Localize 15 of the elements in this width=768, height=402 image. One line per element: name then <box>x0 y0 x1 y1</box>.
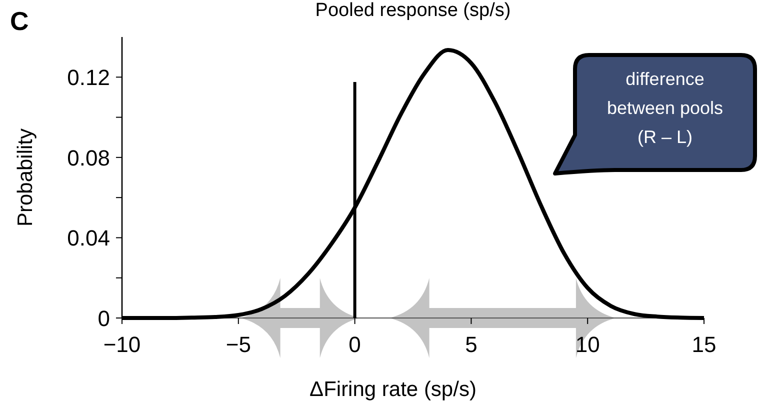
x-tick-label: −10 <box>103 332 141 357</box>
annotation: difference between pools (R – L) <box>606 69 724 147</box>
x-axis-title: ΔFiring rate (sp/s) <box>310 378 476 401</box>
x-tick-label: −5 <box>226 332 251 357</box>
y-tick-label: 0.04 <box>67 226 110 251</box>
y-tick-label: 0.08 <box>67 145 110 170</box>
x-tick-label: 15 <box>692 332 716 357</box>
text: C <box>10 6 29 36</box>
x-tick-label: 10 <box>575 332 600 357</box>
x-tick-label: 5 <box>465 332 478 357</box>
y-axis-title: Probability <box>14 128 37 227</box>
x-tick-label: 0 <box>348 332 361 357</box>
chart-title: Pooled response (sp/s) <box>315 0 511 21</box>
y-tick-label: 0 <box>98 306 110 331</box>
y-tick-label: 0.12 <box>67 65 110 90</box>
